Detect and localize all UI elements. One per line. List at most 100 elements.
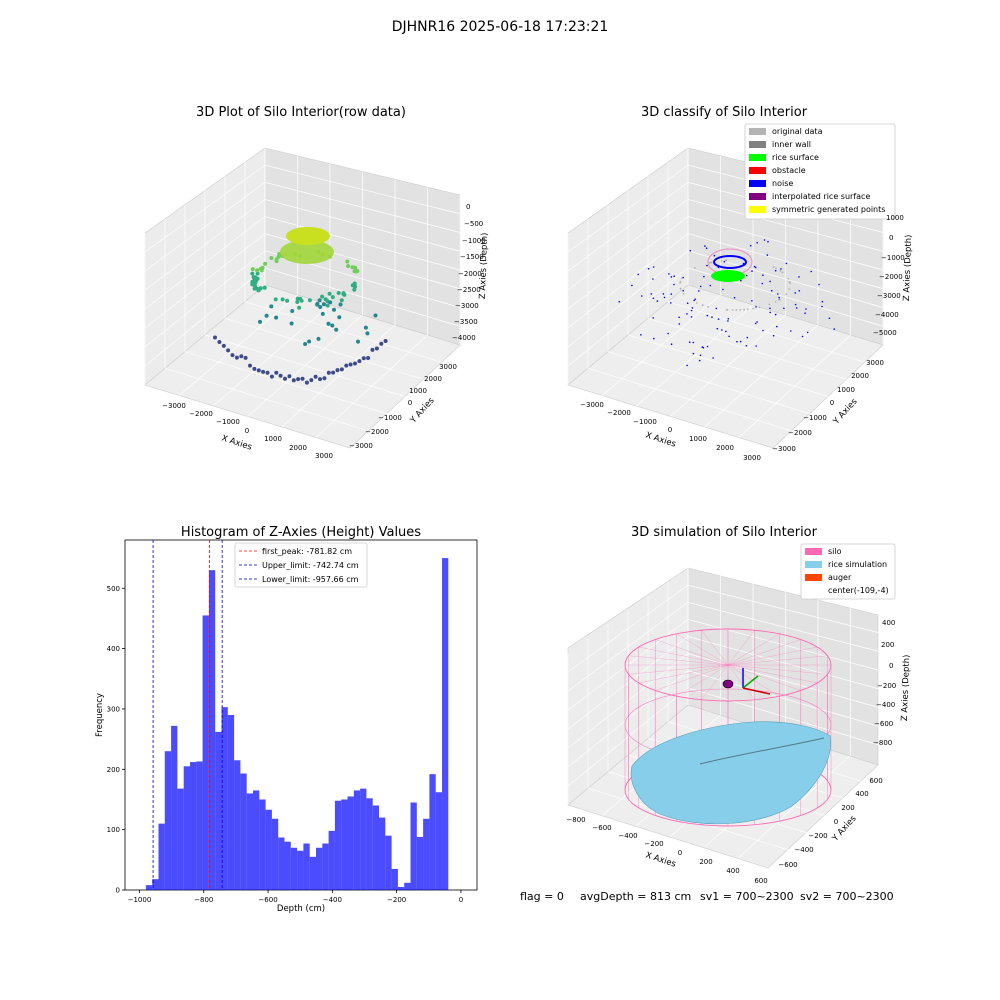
raw-point xyxy=(278,373,283,378)
legend-swatch-rice-simulation xyxy=(805,561,822,568)
panel1-xtick: 2000 xyxy=(289,444,307,452)
panel4-legend-frame xyxy=(800,543,896,600)
panel4-rice-ridge xyxy=(699,737,825,765)
raw-point xyxy=(339,367,344,372)
panel1-rice-surface-top xyxy=(286,227,330,245)
raw-point xyxy=(269,304,274,309)
panel2-ytick: −3000 xyxy=(772,445,796,453)
panel4-ztick: −800 xyxy=(873,739,892,747)
raw-point xyxy=(321,302,326,307)
noise-point xyxy=(723,260,726,263)
histogram-bar xyxy=(410,802,417,890)
noise-point xyxy=(709,284,712,287)
legend-label-lower-limit: Lower_limit: -957.66 cm xyxy=(262,575,359,584)
noise-point xyxy=(678,323,681,325)
raw-point xyxy=(213,335,217,340)
histogram-bar xyxy=(234,760,241,890)
panel4-ytick: 0 xyxy=(834,818,838,826)
noise-point xyxy=(755,345,757,347)
raw-point xyxy=(295,300,300,304)
noise-point xyxy=(795,307,798,309)
panel4-title: 3D simulation of Silo Interior xyxy=(631,525,818,540)
panel2-ztick: −2000 xyxy=(879,273,903,281)
original-point xyxy=(701,304,704,307)
legend-label-noise: noise xyxy=(772,179,793,188)
panel2-xtick: −2000 xyxy=(607,409,631,417)
raw-point xyxy=(355,269,360,273)
raw-point xyxy=(261,369,266,374)
histogram-bar xyxy=(372,805,380,890)
raw-point xyxy=(335,368,340,373)
footer-sv1: sv1 = 700~2300 xyxy=(700,890,794,903)
original-point xyxy=(681,277,683,280)
panel1-ztick: −500 xyxy=(464,220,483,228)
silo-wire xyxy=(701,630,729,666)
panel1-y-ticks: 3000 2000 1000 0 −1000 −2000 −3000 xyxy=(349,363,457,450)
histogram-ylabel: Frequency xyxy=(95,693,105,737)
noise-point xyxy=(780,268,782,270)
original-point xyxy=(726,308,728,311)
raw-point xyxy=(383,339,388,343)
gridline xyxy=(567,687,884,787)
noise-point xyxy=(776,325,778,328)
histogram-bar xyxy=(215,731,222,890)
noise-point xyxy=(631,284,633,287)
legend-swatch-inner-wall xyxy=(749,141,766,148)
raw-point xyxy=(352,283,357,287)
panel1-ytick: 1000 xyxy=(409,387,427,395)
noise-point xyxy=(652,266,655,268)
raw-point xyxy=(341,291,346,296)
gridline xyxy=(315,334,428,438)
noise-point xyxy=(821,300,824,303)
raw-point xyxy=(259,268,264,273)
panel1-gridlines xyxy=(144,148,461,438)
raw-point xyxy=(303,342,308,346)
panel2-xtick: 1000 xyxy=(689,435,707,443)
noise-point xyxy=(745,274,748,277)
panel1-ytick: 3000 xyxy=(439,363,457,371)
histogram-bar xyxy=(196,761,203,890)
panel2-ztick: 0 xyxy=(889,234,893,242)
panel2-xlabel: X Axies xyxy=(644,430,677,449)
raw-point xyxy=(269,256,274,260)
original-point xyxy=(781,271,784,274)
histogram-bar xyxy=(303,843,310,890)
legend-swatch-noise xyxy=(749,180,766,187)
panel2-xtick: 0 xyxy=(668,426,672,434)
noise-point xyxy=(762,274,764,277)
figure-suptitle: DJHNR16 2025-06-18 17:23:21 xyxy=(392,19,609,35)
noise-point xyxy=(641,295,643,297)
noise-point xyxy=(754,322,757,325)
panel2-noise-cluster xyxy=(713,255,747,269)
silo-wire xyxy=(701,664,729,700)
original-point xyxy=(731,309,734,311)
noise-point xyxy=(767,240,769,243)
panel1-xtick: −2000 xyxy=(189,410,213,418)
raw-point xyxy=(226,348,231,353)
histogram-bar xyxy=(429,774,436,890)
original-point xyxy=(707,305,709,308)
silo-wire xyxy=(628,655,729,666)
noise-point xyxy=(693,299,695,302)
panel1-axes-box xyxy=(144,147,461,449)
histogram-xtick-label: −800 xyxy=(194,896,213,904)
raw-point xyxy=(248,363,252,368)
raw-point xyxy=(316,336,321,341)
noise-point xyxy=(746,336,749,339)
panel2-xtick: −1000 xyxy=(633,418,657,426)
raw-point xyxy=(263,261,268,266)
legend-label-rice-simulation: rice simulation xyxy=(828,560,887,569)
noise-point xyxy=(652,278,654,280)
noise-point xyxy=(810,270,812,273)
noise-point xyxy=(656,300,659,302)
noise-point xyxy=(689,249,692,252)
panel1-point-cloud xyxy=(213,249,388,385)
silo-wire xyxy=(628,664,729,675)
gridline xyxy=(567,216,884,310)
footer-sv2: sv2 = 700~2300 xyxy=(800,890,894,903)
noise-point xyxy=(706,264,708,267)
raw-point xyxy=(318,305,323,309)
histogram-xtick-label: 0 xyxy=(459,896,463,904)
panel2-ztick: −1000 xyxy=(881,254,905,262)
histogram-bar xyxy=(164,751,172,890)
